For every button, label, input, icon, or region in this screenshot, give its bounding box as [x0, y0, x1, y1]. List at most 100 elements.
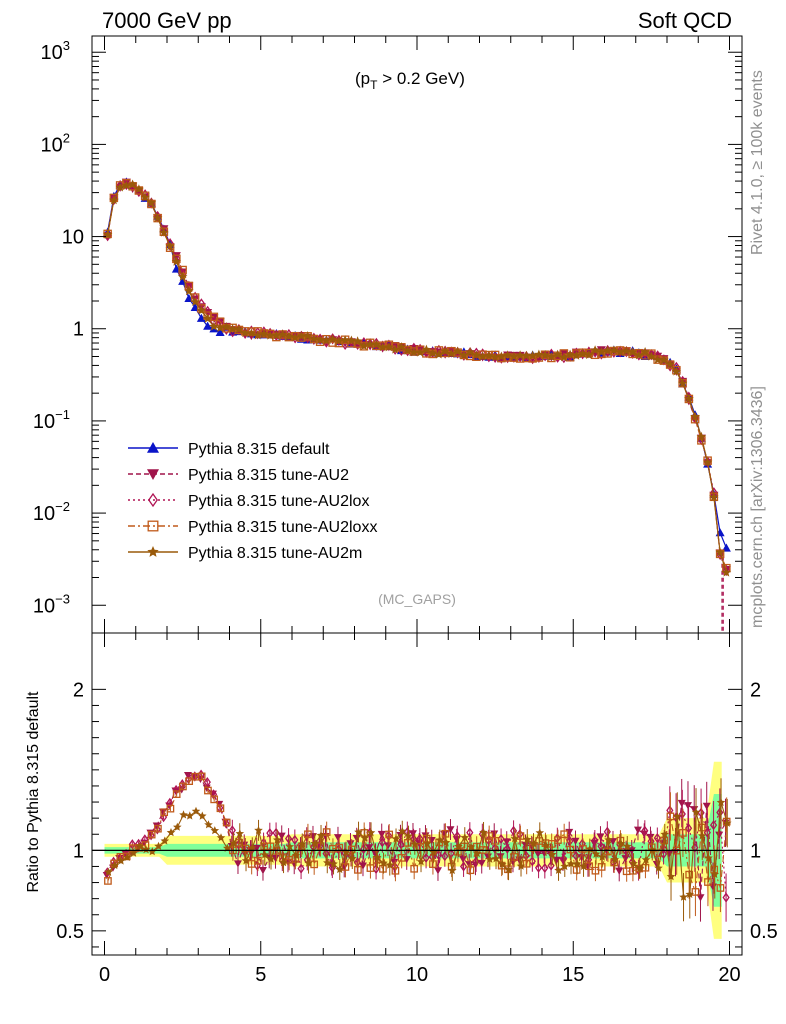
legend-label: Pythia 8.315 default: [188, 441, 330, 458]
ratio-point-au2m: [348, 854, 357, 863]
point-au2m: [121, 180, 132, 190]
ratio-point-au2: [271, 854, 280, 863]
y-tick-base: 10: [33, 595, 55, 617]
y-tick-exp: 3: [63, 38, 70, 53]
point-au2m: [196, 305, 207, 315]
ratio-point-au2m: [629, 859, 638, 868]
ratio-point-au2m: [441, 838, 451, 847]
legend-marker: [147, 469, 159, 480]
point-au2m: [515, 350, 525, 360]
ratio-point-au2loxx: [716, 884, 725, 892]
ratio-point-au2loxx: [485, 832, 494, 840]
ratio-point-au2lox: [534, 862, 543, 873]
ratio-point-au2loxx: [679, 829, 687, 837]
ratio-point-au2: [571, 837, 580, 846]
ratio-point-au2lox: [647, 836, 655, 847]
ratio-point-au2m: [304, 858, 313, 867]
watermark: (MC_GAPS): [378, 591, 456, 607]
main-x-ticks: [104, 36, 730, 633]
series-au2loxx: [103, 179, 731, 573]
ratio-point-au2m: [229, 838, 238, 847]
point-au2m: [446, 348, 457, 358]
point-au2m: [415, 347, 425, 357]
ratio-point-au2lox: [453, 830, 461, 842]
ratio-point-au2lox: [172, 784, 180, 796]
ratio-point-au2lox: [153, 824, 161, 835]
ratio-point-au2: [277, 832, 286, 840]
ratio-point-au2m: [416, 857, 426, 866]
point-au2m: [671, 366, 682, 376]
point-au2m: [590, 345, 600, 355]
ratio-point-au2m: [173, 822, 182, 831]
ratio-y-tick-label-right: 1: [750, 840, 761, 862]
ratio-point-au2m: [704, 853, 713, 862]
ratio-point-au2: [377, 830, 386, 839]
ratio-point-au2lox: [578, 838, 586, 849]
ratio-content: [92, 761, 742, 939]
point-au2m: [459, 350, 469, 360]
point-au2m: [615, 347, 625, 357]
ratio-point-au2m: [148, 847, 157, 856]
cut-label-sub: T: [370, 78, 378, 92]
ratio-point-au2m: [460, 833, 470, 842]
point-au2m: [677, 378, 688, 388]
ratio-point-au2m: [391, 834, 401, 843]
point-au2m: [134, 184, 144, 194]
point-au2m: [377, 342, 388, 352]
legend-entry-au2lox: Pythia 8.315 tune-AU2lox: [128, 492, 369, 510]
point-au2lox: [109, 193, 118, 206]
y-tick-exp: −3: [55, 591, 70, 606]
y-tick-label: 103: [41, 38, 70, 64]
point-au2m: [327, 334, 338, 344]
point-au2m: [240, 328, 250, 338]
point-au2m: [690, 411, 700, 421]
ratio-point-au2m: [698, 831, 707, 840]
point-au2m: [421, 344, 432, 354]
ratio-point-au2m: [673, 812, 682, 821]
ratio-point-au2loxx: [241, 844, 250, 853]
ratio-point-au2m: [123, 852, 132, 861]
ratio-point-au2m: [610, 855, 620, 864]
point-au2m: [315, 335, 325, 344]
point-au2m: [521, 350, 532, 360]
point-au2m: [190, 297, 200, 306]
ratio-point-au2m: [185, 811, 195, 820]
ratio-point-au2m: [329, 859, 338, 868]
legend-label: Pythia 8.315 tune-AU2m: [188, 545, 362, 562]
y-tick-label: 10: [62, 227, 84, 249]
ratio-point-au2lox: [222, 818, 230, 829]
ratio-point-au2m: [560, 862, 570, 871]
ratio-point-au2loxx: [572, 866, 581, 874]
point-au2m: [159, 227, 169, 237]
point-au2m: [384, 342, 394, 352]
ratio-point-au2m: [341, 847, 351, 856]
series-line-au2lox: [107, 183, 727, 571]
ratio-point-au2loxx: [354, 865, 362, 874]
point-au2m: [609, 345, 619, 355]
ratio-y-tick-label: 2: [73, 679, 84, 701]
ratio-point-au2m: [385, 860, 395, 869]
ratio-point-au2lox: [228, 825, 236, 836]
ratio-point-au2loxx: [522, 859, 531, 868]
series-au2: [103, 178, 731, 633]
ratio-point-au2m: [660, 829, 670, 838]
ratio-y-tick-label-right: 2: [750, 679, 761, 701]
ratio-point-au2loxx: [166, 804, 175, 813]
x-tick-label: 20: [718, 964, 740, 986]
ratio-line-au2lox: [106, 773, 727, 898]
ratio-point-au2loxx: [172, 790, 181, 799]
ratio-point-au2loxx: [179, 782, 187, 791]
point-au2m: [265, 330, 275, 340]
ratio-point-au2m: [135, 841, 145, 850]
ratio-point-au2: [615, 867, 624, 875]
ratio-point-au2m: [523, 835, 532, 844]
point-au2m: [127, 179, 138, 189]
ratio-point-au2: [233, 860, 242, 868]
ratio-y-axis: 0.5 0.5 1 1 2 2: [56, 679, 778, 948]
ratio-point-au2: [346, 840, 355, 848]
ratio-point-au2m: [529, 839, 538, 848]
y-tick-base: 10: [33, 503, 55, 525]
point-au2m: [540, 350, 550, 360]
point-au2m: [221, 322, 232, 331]
